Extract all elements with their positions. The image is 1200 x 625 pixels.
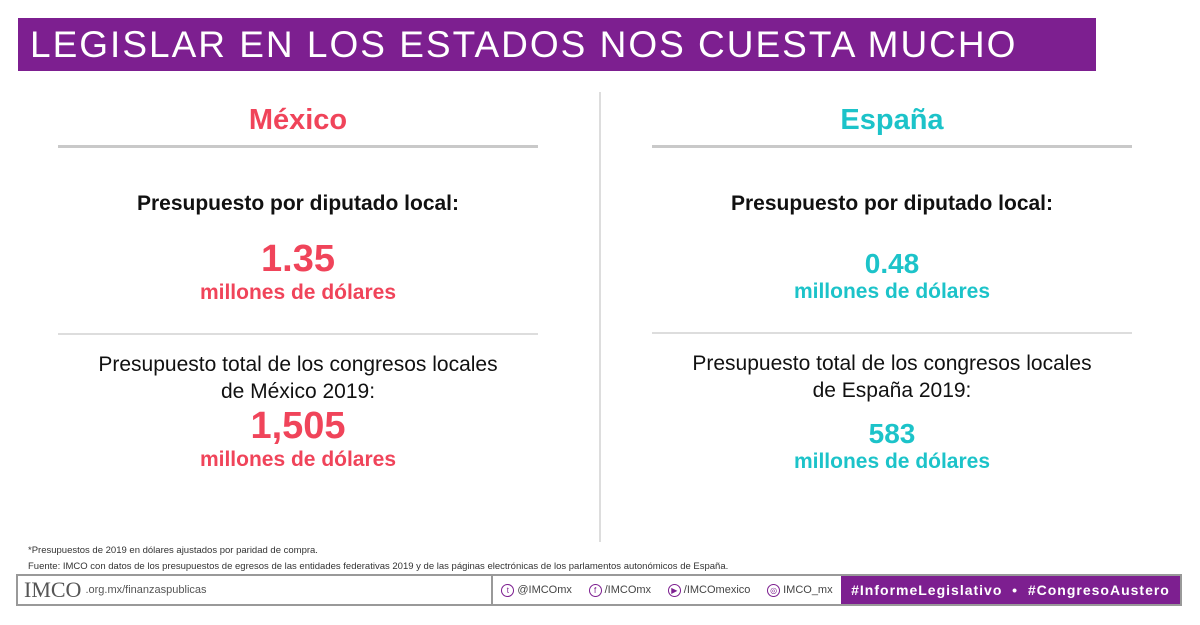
divider [652,332,1132,334]
per-deputy-value: 0.48 [864,248,920,279]
youtube-handle: /IMCOmexico [683,584,751,596]
facebook-link[interactable]: f/IMCOmx [588,583,652,597]
youtube-link[interactable]: ▶/IMCOmexico [667,583,751,597]
divider [58,333,538,335]
instagram-handle: IMCO_mx [783,584,833,596]
twitter-icon: t [501,583,515,597]
youtube-icon: ▶ [667,583,681,597]
total-value: 583 [868,418,916,449]
per-deputy-unit: millones de dólares [199,281,397,304]
total-label: Presupuesto total de los congresos local… [652,350,1132,404]
total-label-line: Presupuesto total de los congresos local… [98,353,498,376]
per-deputy-label: Presupuesto por diputado local: [136,192,460,215]
source-note: Fuente: IMCO con datos de los presupuest… [28,561,729,572]
country-heading: México [248,104,348,136]
instagram-icon: ◎ [767,583,781,597]
total-unit: millones de dólares [199,448,397,471]
divider [652,145,1132,148]
total-label-line: Presupuesto total de los congresos local… [692,352,1092,375]
total-label: Presupuesto total de los congresos local… [58,351,538,405]
imco-link[interactable]: IMCO .org.mx/finanzaspublicas [18,576,493,604]
footnotes: *Presupuestos de 2019 en dólares ajustad… [28,543,728,575]
imco-logo: IMCO [24,577,82,602]
twitter-link[interactable]: t @IMCOmx [501,583,572,597]
total-unit: millones de dólares [793,450,991,473]
instagram-link[interactable]: ◎ IMCO_mx [767,583,833,597]
per-deputy-unit: millones de dólares [793,280,991,303]
page-title: LEGISLAR EN LOS ESTADOS NOS CUESTA MUCHO… [18,18,1096,118]
facebook-icon: f [588,583,602,597]
social-links: t @IMCOmx f/IMCOmx ▶/IMCOmexico ◎ IMCO_mx [493,576,841,604]
mexico-column: México Presupuesto por diputado local: 1… [58,95,538,472]
imco-url: .org.mx/finanzaspublicas [85,584,207,596]
twitter-handle: @IMCOmx [517,584,572,596]
column-divider [599,92,601,542]
total-label-line: de España 2019: [812,379,972,402]
total-label-line: de México 2019: [220,380,376,403]
hashtags: #InformeLegislativo • #CongresoAustero [841,576,1180,604]
footer-bar: IMCO .org.mx/finanzaspublicas t @IMCOmx f… [16,574,1182,606]
footnote: *Presupuestos de 2019 en dólares ajustad… [28,545,318,556]
total-value: 1,505 [250,405,346,447]
facebook-handle: /IMCOmx [604,584,652,596]
divider [58,145,538,148]
per-deputy-value: 1.35 [261,238,335,280]
country-heading: España [840,104,944,136]
per-deputy-label: Presupuesto por diputado local: [730,192,1054,215]
spain-column: España Presupuesto por diputado local: 0… [652,95,1132,474]
